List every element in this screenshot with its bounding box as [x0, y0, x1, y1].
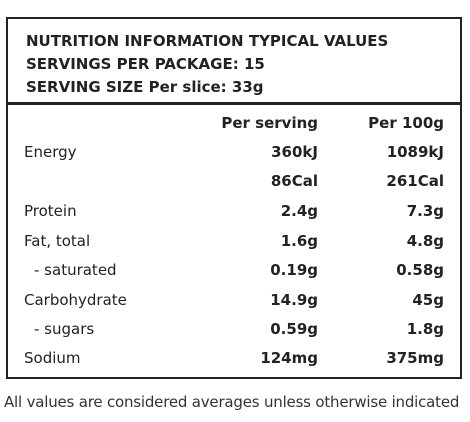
- row-label: - saturated: [34, 261, 117, 279]
- row-label: - sugars: [34, 320, 95, 338]
- value-per-serving: 2.4g: [280, 202, 318, 220]
- column-header-row: Per serving Per 100g: [8, 111, 460, 135]
- table-row-sugars: - sugars 0.59g 1.8g: [8, 317, 460, 341]
- value-per-serving: 86Cal: [270, 172, 318, 190]
- footnote: All values are considered averages unles…: [4, 393, 460, 411]
- value-per-100g: 1089kJ: [386, 143, 444, 161]
- table-row-energy-cal: 86Cal 261Cal: [8, 169, 460, 193]
- value-per-100g: 0.58g: [396, 261, 444, 279]
- row-label: Energy: [24, 143, 77, 161]
- column-header-per-serving: Per serving: [221, 114, 318, 132]
- table-row-energy-kj: Energy 360kJ 1089kJ: [8, 140, 460, 164]
- value-per-serving: 360kJ: [271, 143, 318, 161]
- panel-title: NUTRITION INFORMATION TYPICAL VALUES: [26, 32, 389, 50]
- value-per-100g: 375mg: [386, 349, 444, 367]
- table-row-protein: Protein 2.4g 7.3g: [8, 199, 460, 223]
- servings-per-package: SERVINGS PER PACKAGE: 15: [26, 55, 265, 73]
- serving-size: SERVING SIZE Per slice: 33g: [26, 78, 264, 96]
- value-per-100g: 45g: [412, 291, 444, 309]
- table-row-saturated: - saturated 0.19g 0.58g: [8, 258, 460, 282]
- value-per-serving: 14.9g: [270, 291, 318, 309]
- nutrition-header: NUTRITION INFORMATION TYPICAL VALUES SER…: [8, 19, 460, 105]
- table-row-sodium: Sodium 124mg 375mg: [8, 346, 460, 370]
- value-per-serving: 124mg: [260, 349, 318, 367]
- table-row-fat-total: Fat, total 1.6g 4.8g: [8, 229, 460, 253]
- value-per-100g: 1.8g: [406, 320, 444, 338]
- row-label: Carbohydrate: [24, 291, 127, 309]
- value-per-serving: 0.59g: [270, 320, 318, 338]
- value-per-100g: 4.8g: [406, 232, 444, 250]
- nutrition-panel: NUTRITION INFORMATION TYPICAL VALUES SER…: [6, 17, 462, 379]
- table-row-carbohydrate: Carbohydrate 14.9g 45g: [8, 288, 460, 312]
- value-per-serving: 1.6g: [280, 232, 318, 250]
- row-label: Sodium: [24, 349, 81, 367]
- value-per-100g: 261Cal: [386, 172, 444, 190]
- row-label: Fat, total: [24, 232, 91, 250]
- row-label: Protein: [24, 202, 77, 220]
- value-per-100g: 7.3g: [406, 202, 444, 220]
- value-per-serving: 0.19g: [270, 261, 318, 279]
- column-header-per-100g: Per 100g: [368, 114, 444, 132]
